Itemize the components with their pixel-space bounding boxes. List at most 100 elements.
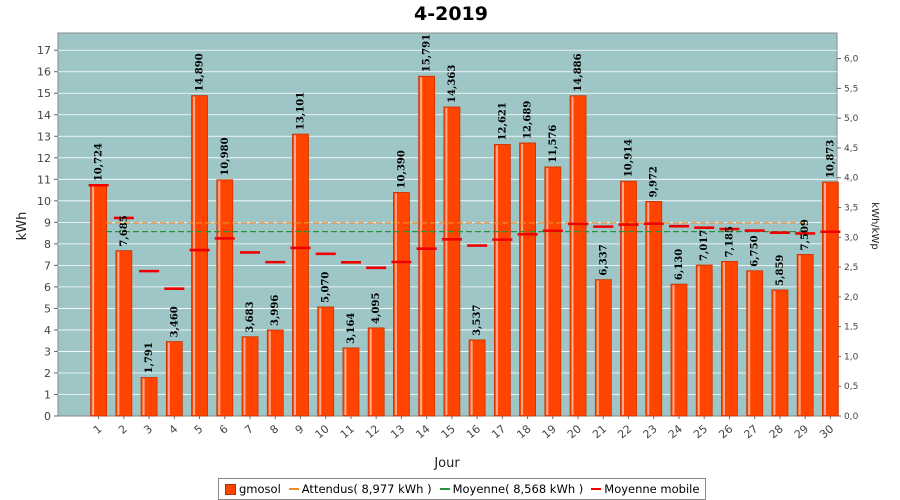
y2-tick-label: 1,5 [844, 323, 858, 333]
data-label: 6,750 [750, 235, 761, 266]
bar [418, 75, 436, 417]
x-tick-label: 22 [615, 422, 634, 441]
bar [393, 192, 410, 417]
x-tick-label: 10 [313, 422, 332, 441]
legend: gmosol Attendus( 8,977 kWh ) Moyenne( 8,… [218, 478, 707, 500]
bar [721, 261, 738, 417]
legend-label-gmosol: gmosol [239, 482, 281, 496]
y-tick-label: 15 [37, 87, 51, 100]
y-tick-label: 4 [44, 324, 51, 337]
y-tick-label: 5 [44, 302, 51, 315]
data-label: 6,337 [598, 244, 609, 275]
data-label: 6,130 [674, 249, 685, 280]
legend-label-moyenne: Moyenne( 8,568 kWh ) [452, 482, 584, 496]
bar [367, 327, 385, 417]
y-tick-label: 3 [44, 345, 51, 358]
data-label: 3,996 [270, 295, 281, 326]
data-label: 3,537 [472, 305, 483, 336]
data-label: 14,890 [195, 53, 206, 91]
legend-item-moyenne: Moyenne( 8,568 kWh ) [439, 482, 584, 496]
bar [695, 264, 713, 417]
data-label: 10,873 [825, 140, 836, 178]
x-axis-label: Jour [433, 456, 460, 471]
bar [115, 250, 133, 417]
bar [544, 166, 562, 417]
x-axis: 1 2 3 4 5 6 7 8 9 10 11 12 13 14 15 16 17 18 19 20 21 22 23 24 2… [91, 416, 836, 441]
data-label: 14,886 [573, 53, 584, 91]
x-tick-label: 18 [514, 422, 533, 441]
data-label: 7,685 [119, 215, 130, 246]
legend-item-gmosol: gmosol [225, 482, 281, 496]
y-tick-label: 2 [44, 367, 51, 380]
bar [165, 341, 183, 417]
data-label: 4,095 [371, 293, 382, 324]
bar [90, 184, 108, 417]
x-tick-label: 23 [641, 422, 660, 441]
data-label: 3,460 [169, 306, 180, 337]
y-tick-label: 8 [44, 238, 51, 251]
x-tick-label: 26 [716, 422, 735, 441]
x-tick-label: 27 [742, 422, 761, 441]
data-label: 5,859 [775, 255, 786, 286]
bar [241, 336, 259, 417]
y-tick-label: 14 [37, 109, 51, 122]
legend-swatch-attendus [288, 488, 299, 490]
y-tick-label: 17 [37, 44, 51, 57]
legend-item-attendus: Attendus( 8,977 kWh ) [288, 482, 432, 496]
data-label: 7,509 [800, 219, 811, 250]
y2-tick-label: 2,0 [844, 293, 859, 303]
data-label: 10,724 [94, 143, 105, 181]
y-tick-label: 0 [44, 410, 51, 423]
y-tick-label: 12 [37, 152, 51, 165]
bar [519, 142, 536, 417]
legend-label-attendus: Attendus( 8,977 kWh ) [301, 482, 432, 496]
y2-tick-label: 0,5 [844, 382, 858, 392]
bar [670, 283, 688, 417]
legend-swatch-moyenne [439, 488, 450, 490]
data-label: 7,185 [724, 226, 735, 257]
x-tick-label: 25 [691, 422, 710, 441]
x-tick-label: 5 [192, 422, 206, 436]
y2-tick-label: 5,5 [844, 84, 858, 94]
data-label: 10,914 [624, 139, 635, 177]
x-tick-label: 30 [817, 422, 836, 441]
data-label: 10,980 [220, 137, 231, 175]
y2-tick-label: 5,0 [844, 114, 859, 124]
x-tick-label: 7 [242, 422, 256, 436]
x-tick-label: 21 [590, 422, 609, 441]
y-tick-label: 16 [37, 66, 51, 79]
y-tick-label: 11 [37, 173, 51, 186]
bar [569, 95, 587, 417]
y-tick-label: 10 [37, 195, 51, 208]
bar [796, 254, 814, 417]
y-axis-right: 0,0 0,5 1,0 1,5 2,0 2,5 3,0 3,5 4,0 4,5 5,0 5,5 6,0 [837, 55, 859, 422]
bar [140, 377, 158, 417]
bar [266, 329, 284, 417]
data-label: 14,363 [447, 65, 458, 103]
y-tick-label: 9 [44, 216, 51, 229]
x-tick-label: 28 [767, 422, 786, 441]
y-tick-label: 13 [37, 130, 51, 143]
bar [746, 270, 764, 417]
x-tick-label: 3 [141, 422, 155, 436]
chart-title: 4-2019 [414, 3, 488, 25]
x-tick-label: 11 [338, 422, 357, 441]
y2-tick-label: 1,0 [844, 352, 859, 362]
y2-tick-label: 4,0 [844, 174, 859, 184]
x-tick-label: 24 [666, 422, 685, 441]
x-tick-label: 13 [388, 422, 407, 441]
data-label: 3,164 [346, 313, 357, 344]
data-label: 7,017 [699, 230, 710, 261]
x-tick-label: 9 [293, 422, 307, 436]
bar [771, 289, 789, 417]
y-axis-label: kWh [15, 212, 30, 241]
x-tick-label: 29 [792, 422, 811, 441]
y2-tick-label: 2,5 [844, 263, 858, 273]
data-label: 5,070 [321, 272, 332, 303]
bar [443, 106, 461, 417]
data-label: 12,621 [497, 102, 508, 140]
y-tick-label: 1 [44, 388, 51, 401]
data-label: 9,972 [649, 166, 660, 197]
data-label: 3,683 [245, 301, 256, 332]
